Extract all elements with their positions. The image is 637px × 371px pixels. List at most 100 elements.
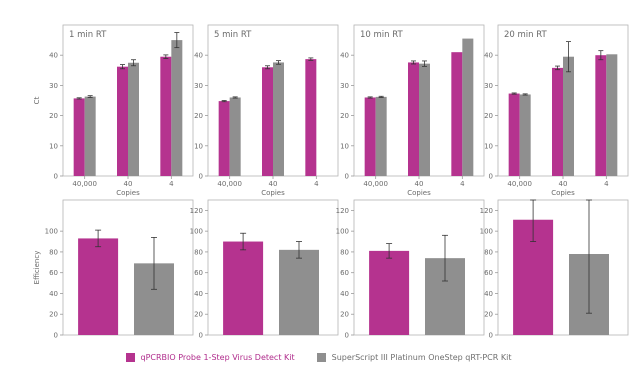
- panel-3-bar: [364, 97, 376, 176]
- panel-6-ytick-label: 40: [194, 290, 203, 298]
- legend-item-qpcrbio: qPCRBIO Probe 1-Step Virus Detect Kit: [125, 353, 295, 362]
- panel-2-xtick-label: 40: [269, 180, 278, 188]
- panel-8-ytick-label: 20: [484, 311, 493, 319]
- legend: qPCRBIO Probe 1-Step Virus Detect Kit Su…: [0, 353, 637, 362]
- panel-2-xtick-label: 40,000: [217, 180, 242, 188]
- panel-8-ytick-label: 0: [489, 332, 493, 340]
- panel-5-ytick-label: 100: [45, 228, 58, 236]
- panel-4-ytick-label: 30: [484, 82, 493, 90]
- panel-5-frame: [62, 199, 194, 336]
- panel-7-ytick-label: 120: [336, 207, 349, 215]
- panel-3-bar: [408, 62, 419, 176]
- panel-6-bar: [279, 249, 319, 335]
- legend-label-qpcrbio: qPCRBIO Probe 1-Step Virus Detect Kit: [140, 353, 295, 362]
- panel-2-ytick-label: 30: [194, 82, 203, 90]
- panel-3-ytick-label: 40: [340, 52, 349, 60]
- panel-4-bar: [595, 55, 607, 177]
- panel-1-bar: [73, 98, 85, 176]
- panel-7-bar: [369, 250, 410, 335]
- panel-7-ytick-label: 20: [340, 311, 349, 319]
- panel-6-ytick-label: 80: [194, 248, 203, 256]
- panel-8-ytick-label: 40: [484, 290, 493, 298]
- panel-1-title: 1 min RT: [69, 30, 107, 40]
- panel-1-xtick-label: 40,000: [72, 180, 97, 188]
- panel-2-title: 5 min RT: [214, 30, 252, 40]
- legend-swatch-magenta: [125, 353, 135, 362]
- panel-4-bar: [552, 67, 563, 176]
- panel-4-bar: [519, 94, 531, 176]
- legend-item-superscript: SuperScript III Platinum OneStep qRT-PCR…: [316, 353, 512, 362]
- panel-7-frame: [353, 199, 485, 336]
- panel-1-bar: [84, 96, 96, 176]
- panel-7-ytick-label: 80: [340, 248, 349, 256]
- panel-2-bar: [273, 62, 284, 176]
- panel-1-bar: [171, 40, 183, 176]
- panel-8-ytick-label: 120: [480, 207, 493, 215]
- panel-1-bar: [160, 56, 172, 176]
- panel-3-bar: [375, 96, 387, 176]
- panel-7-ytick-label: 0: [345, 332, 349, 340]
- panel-1-ytick-label: 10: [49, 142, 58, 150]
- panel-6-ytick-label: 0: [199, 332, 203, 340]
- panel-7-ytick-label: 60: [340, 269, 349, 277]
- panel-4-xlabel: Copies: [551, 189, 575, 197]
- panel-2-bar: [305, 59, 317, 176]
- panel-1-ylabel: Ct: [33, 96, 41, 104]
- legend-swatch-grey: [316, 353, 326, 362]
- panel-4-xtick-label: 40: [559, 180, 568, 188]
- panel-2-xlabel: Copies: [261, 189, 285, 197]
- panel-6-ytick-label: 20: [194, 311, 203, 319]
- panel-3-xlabel: Copies: [407, 189, 431, 197]
- panel-5-ytick-label: 20: [49, 311, 58, 319]
- panel-8-frame: [497, 199, 629, 336]
- panel-3-xtick-label: 40,000: [363, 180, 388, 188]
- panel-1-xtick-label: 4: [169, 180, 174, 188]
- panel-2-ytick-label: 40: [194, 52, 203, 60]
- panel-7-ytick-label: 100: [336, 228, 349, 236]
- panel-4-ytick-label: 0: [489, 173, 493, 181]
- panel-4-bar: [563, 56, 574, 176]
- panel-1-bar: [128, 62, 139, 176]
- panel-5-ytick-label: 0: [54, 332, 58, 340]
- panel-2-ytick-label: 0: [199, 173, 203, 181]
- panel-4-bar: [606, 54, 618, 176]
- panel-6-ytick-label: 120: [190, 207, 203, 215]
- panel-2-bar: [229, 97, 241, 176]
- panel-4-bar: [508, 93, 520, 176]
- panel-8-ytick-label: 100: [480, 228, 493, 236]
- panel-5-bar: [78, 238, 119, 335]
- panel-4-title: 20 min RT: [504, 30, 548, 40]
- panel-1-xtick-label: 40: [124, 180, 133, 188]
- panel-8-ytick-label: 60: [484, 269, 493, 277]
- panel-3-title: 10 min RT: [360, 30, 404, 40]
- panel-4-xtick-label: 40,000: [507, 180, 532, 188]
- panel-3-bar: [451, 52, 463, 176]
- legend-label-superscript: SuperScript III Platinum OneStep qRT-PCR…: [331, 353, 512, 362]
- panel-4-xtick-label: 4: [604, 180, 609, 188]
- panel-1-ytick-label: 0: [54, 173, 58, 181]
- panel-3-ytick-label: 20: [340, 112, 349, 120]
- panel-5-ytick-label: 80: [49, 248, 58, 256]
- panel-6-frame: [207, 199, 339, 336]
- panel-3-bar: [419, 63, 430, 176]
- panel-2-ytick-label: 20: [194, 112, 203, 120]
- panel-2-bar: [262, 67, 273, 176]
- panel-4-ytick-label: 10: [484, 142, 493, 150]
- panel-1-ytick-label: 30: [49, 82, 58, 90]
- panel-1-ytick-label: 40: [49, 52, 58, 60]
- panel-3-ytick-label: 0: [345, 173, 349, 181]
- panel-3-ytick-label: 30: [340, 82, 349, 90]
- panel-1-ytick-label: 20: [49, 112, 58, 120]
- panel-4-ytick-label: 40: [484, 52, 493, 60]
- panel-3-xtick-label: 40: [415, 180, 424, 188]
- panel-8-ytick-label: 80: [484, 248, 493, 256]
- panel-6-bar: [223, 241, 264, 335]
- panel-3-ytick-label: 10: [340, 142, 349, 150]
- panel-2-bar: [218, 101, 230, 176]
- panel-7-ytick-label: 40: [340, 290, 349, 298]
- panel-5-ytick-label: 40: [49, 290, 58, 298]
- panel-1-bar: [117, 66, 128, 176]
- panel-4-ytick-label: 20: [484, 112, 493, 120]
